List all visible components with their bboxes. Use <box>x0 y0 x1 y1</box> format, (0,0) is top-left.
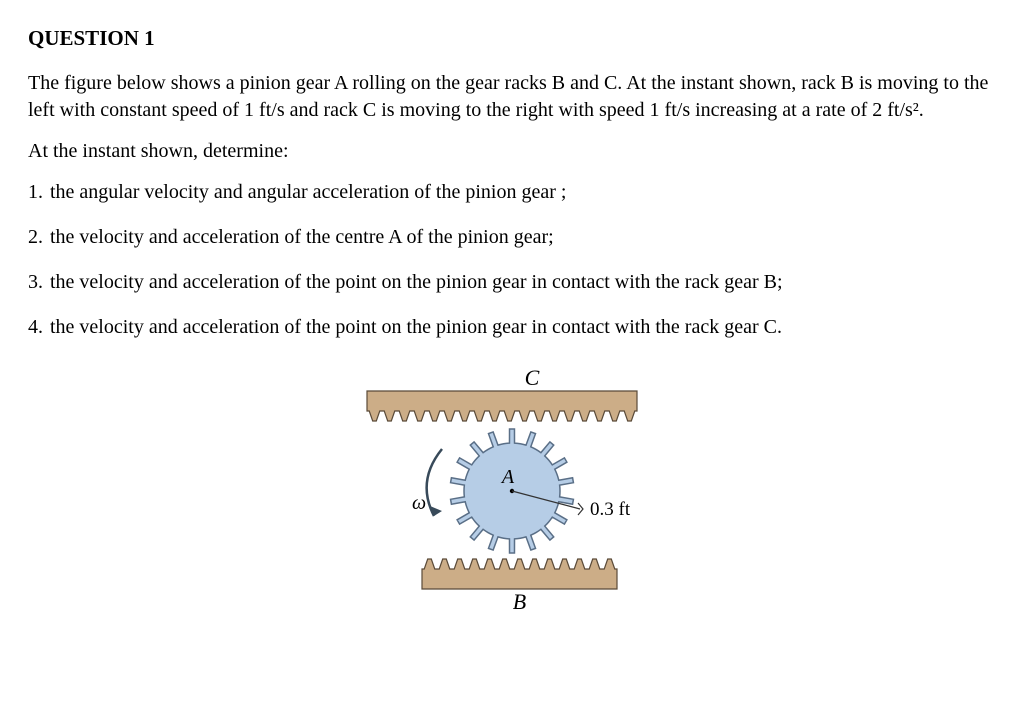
svg-text:B: B <box>513 589 526 614</box>
list-item: 2.the velocity and acceleration of the c… <box>50 224 996 251</box>
list-item-text: the velocity and acceleration of the poi… <box>50 316 782 338</box>
gear-figure: C B A 0.3 ft ω <box>327 361 697 621</box>
determine-line: At the instant shown, determine: <box>28 138 996 165</box>
list-item-text: the velocity and acceleration of the cen… <box>50 226 554 248</box>
intro-paragraph: The figure below shows a pinion gear A r… <box>28 70 996 124</box>
svg-text:C: C <box>525 365 540 390</box>
svg-text:A: A <box>500 466 515 488</box>
list-item-text: the angular velocity and angular acceler… <box>50 181 566 203</box>
list-item: 1.the angular velocity and angular accel… <box>50 179 996 206</box>
list-item: 4.the velocity and acceleration of the p… <box>50 314 996 341</box>
list-item-text: the velocity and acceleration of the poi… <box>50 271 783 293</box>
list-item: 3.the velocity and acceleration of the p… <box>50 269 996 296</box>
question-title: QUESTION 1 <box>28 24 996 52</box>
question-list: 1.the angular velocity and angular accel… <box>28 179 996 341</box>
svg-text:ω: ω <box>412 492 426 514</box>
figure-container: C B A 0.3 ft ω <box>28 361 996 621</box>
svg-text:0.3 ft: 0.3 ft <box>590 499 631 520</box>
